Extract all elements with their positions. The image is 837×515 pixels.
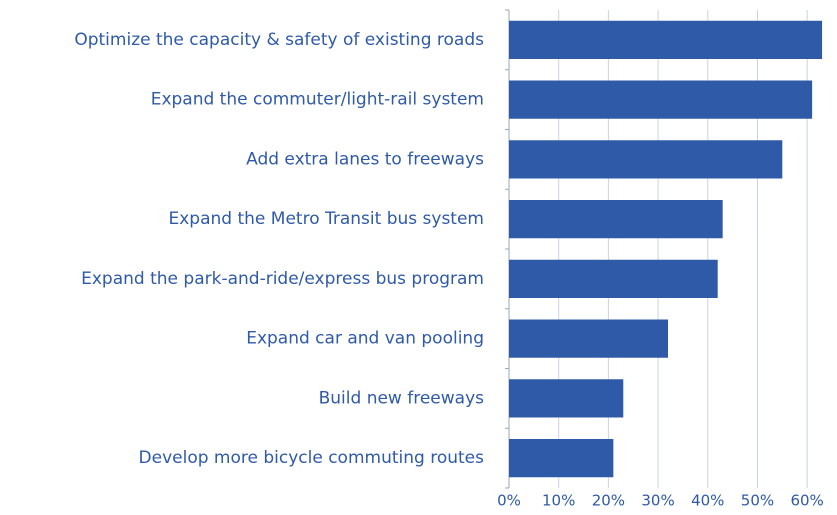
bar (509, 379, 624, 418)
x-tick-label: 40% (691, 492, 724, 510)
x-tick-label: 30% (641, 492, 674, 510)
bar (509, 439, 614, 478)
x-tick-label: 50% (741, 492, 774, 510)
x-tick-label: 60% (790, 492, 823, 510)
y-tick-label: Add extra lanes to freeways (246, 149, 484, 169)
bar (509, 200, 723, 239)
bar (509, 259, 718, 298)
y-tick-label: Expand the Metro Transit bus system (169, 209, 485, 229)
x-tick-label: 0% (497, 492, 521, 510)
y-tick-label: Optimize the capacity & safety of existi… (74, 30, 484, 50)
y-tick-label: Expand the park-and-ride/express bus pro… (81, 269, 484, 289)
y-tick-label: Build new freeways (319, 388, 485, 408)
y-tick-label: Develop more bicycle commuting routes (139, 448, 485, 468)
bar (509, 20, 823, 59)
y-tick-label: Expand the commuter/light-rail system (151, 90, 484, 110)
bar (509, 140, 783, 179)
bar (509, 80, 813, 119)
x-tick-label: 20% (592, 492, 625, 510)
x-tick-label: 10% (542, 492, 575, 510)
bar (509, 319, 669, 358)
y-tick-label: Expand car and van pooling (246, 329, 484, 349)
